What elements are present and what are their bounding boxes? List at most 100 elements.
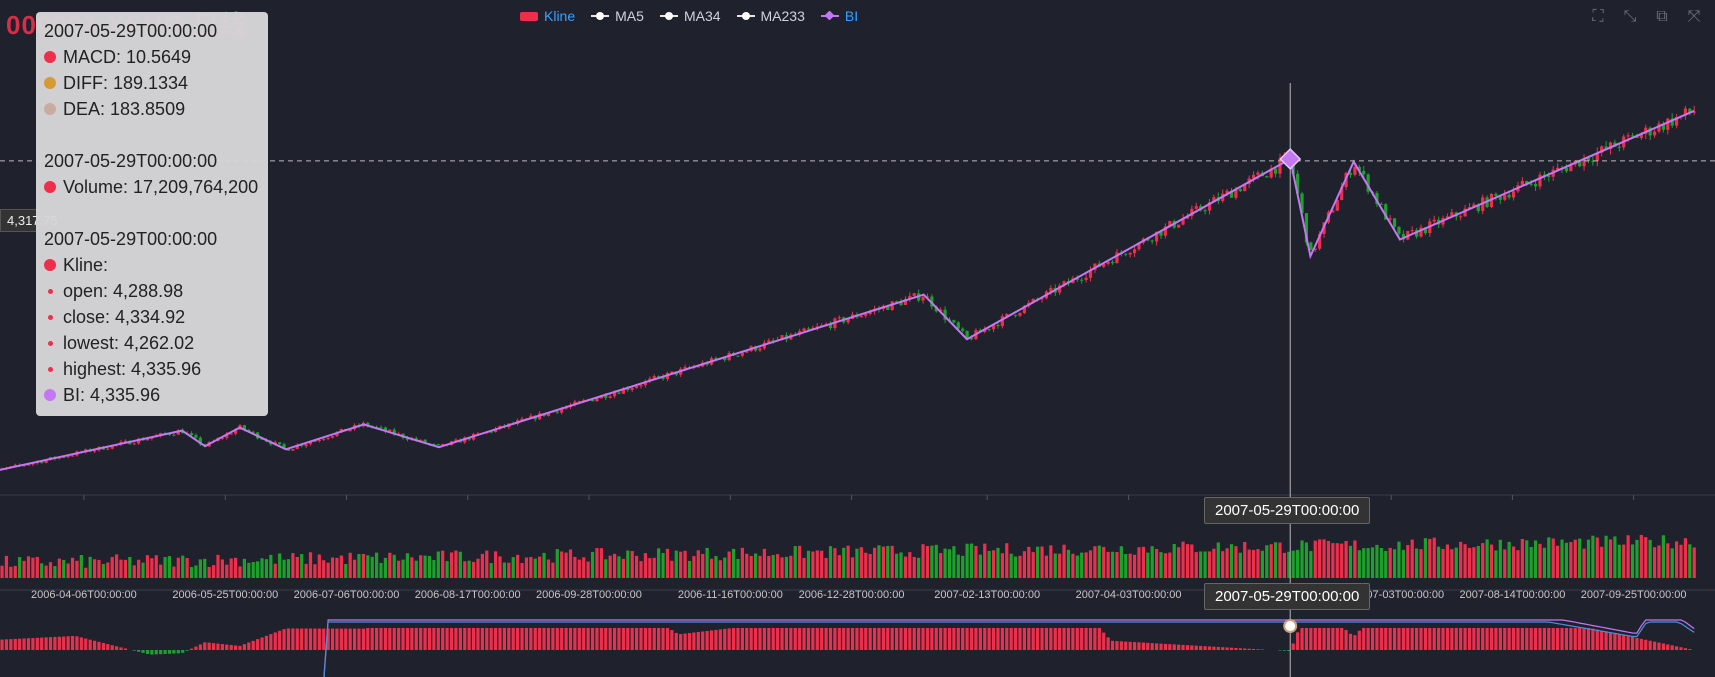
volume-bar	[44, 565, 48, 578]
candle	[405, 437, 410, 440]
candle	[1269, 168, 1273, 178]
tooltip-kline: Kline:	[44, 252, 268, 278]
volume-bar	[339, 555, 343, 578]
volume-bar	[1617, 544, 1621, 578]
legend-ma34[interactable]: MA34	[659, 8, 721, 24]
volume-bar	[1137, 547, 1141, 578]
candle	[626, 388, 630, 390]
macd-bar	[961, 628, 965, 650]
macd-bar	[890, 628, 894, 650]
candle	[899, 301, 903, 306]
macd-bar	[657, 628, 661, 650]
macd-bar	[947, 628, 952, 650]
macd-bar	[648, 628, 652, 650]
macd-bar	[1384, 628, 1388, 650]
candle	[317, 440, 321, 442]
macd-bar	[110, 645, 114, 650]
macd-bar	[454, 628, 458, 650]
candle	[1419, 227, 1423, 237]
macd-bar	[780, 628, 784, 650]
legend-bi[interactable]: BI	[820, 8, 858, 24]
candle	[291, 448, 295, 451]
volume-bar	[1560, 539, 1564, 578]
x-tick-label: 2007-08-14T00:00:00	[1460, 589, 1566, 601]
volume-bar	[295, 557, 299, 578]
legend-ma5[interactable]: MA5	[591, 8, 644, 24]
macd-bar	[846, 628, 850, 650]
macd-bar	[1423, 628, 1428, 650]
volume-bar	[806, 550, 811, 578]
volume-bar	[493, 551, 498, 578]
macd-bar	[1000, 628, 1004, 650]
legend-ma233[interactable]: MA233	[736, 8, 805, 24]
volume-bar	[877, 545, 881, 578]
volume-bar	[1600, 546, 1604, 578]
candle	[1520, 181, 1524, 186]
volume-bar	[811, 551, 815, 578]
volume-bar	[1441, 548, 1445, 578]
candle	[1207, 202, 1212, 211]
macd-bar	[1437, 628, 1441, 650]
legend-kline[interactable]: Kline	[520, 8, 575, 24]
zoom-icon[interactable]: ⛶	[1592, 8, 1604, 25]
volume-bar	[1591, 535, 1595, 578]
macd-bar	[1467, 628, 1472, 650]
candle	[555, 411, 559, 413]
macd-bar	[181, 650, 185, 653]
volume-bar	[731, 548, 736, 578]
macd-bar	[313, 628, 317, 650]
data-view-icon[interactable]: ⤧	[1687, 8, 1701, 25]
macd-bar	[1459, 628, 1463, 650]
macd-bar	[66, 636, 70, 650]
volume-bar	[502, 562, 507, 578]
macd-bar	[339, 628, 343, 650]
volume-bar	[780, 557, 784, 578]
macd-bar	[1009, 628, 1013, 650]
candle	[1666, 118, 1670, 130]
tooltip-highest: highest: 4,335.96	[44, 356, 268, 382]
macd-bar	[485, 628, 489, 650]
volume-bar	[899, 552, 903, 578]
volume-bar	[1049, 545, 1053, 578]
macd-bar	[427, 628, 432, 650]
volume-bar	[1088, 550, 1093, 578]
volume-bar	[1229, 544, 1234, 578]
volume-bar	[1683, 538, 1688, 578]
volume-bar	[1410, 539, 1414, 578]
candle	[1450, 212, 1454, 217]
macd-bar	[1287, 650, 1291, 652]
macd-bar	[1450, 628, 1454, 650]
volume-bar	[137, 559, 141, 578]
tooltip-volume: Volume: 17,209,764,200	[44, 174, 268, 200]
candle	[1137, 242, 1141, 250]
macd-bar	[1247, 648, 1251, 650]
volume-bar	[1384, 550, 1388, 578]
candle	[895, 301, 899, 303]
candle	[1692, 111, 1696, 113]
volume-bar	[1053, 553, 1057, 578]
volume-bar	[568, 549, 573, 578]
volume-bar	[917, 557, 921, 578]
volume-bar	[582, 557, 586, 578]
macd-bar	[546, 628, 551, 650]
volume-bar	[1005, 543, 1009, 578]
macd-bar	[776, 628, 780, 650]
volume-bar	[758, 555, 762, 578]
macd-bar	[229, 645, 233, 650]
macd-bar	[1688, 649, 1692, 650]
macd-bar	[599, 628, 603, 650]
volume-bar	[1463, 544, 1467, 578]
volume-bar	[189, 567, 194, 578]
volume-bar	[1357, 550, 1361, 578]
restore-icon[interactable]: ⧉	[1656, 8, 1668, 25]
macd-bar	[1516, 628, 1520, 650]
zoom-reset-icon[interactable]: ⤡	[1623, 8, 1637, 25]
candle	[864, 313, 868, 316]
macd-bar	[560, 628, 564, 650]
candle	[167, 433, 172, 435]
volume-bar	[75, 560, 79, 578]
tooltip-value: close: 4,334.92	[63, 307, 186, 327]
macd-bar	[740, 628, 744, 650]
volume-bar	[1256, 549, 1260, 578]
